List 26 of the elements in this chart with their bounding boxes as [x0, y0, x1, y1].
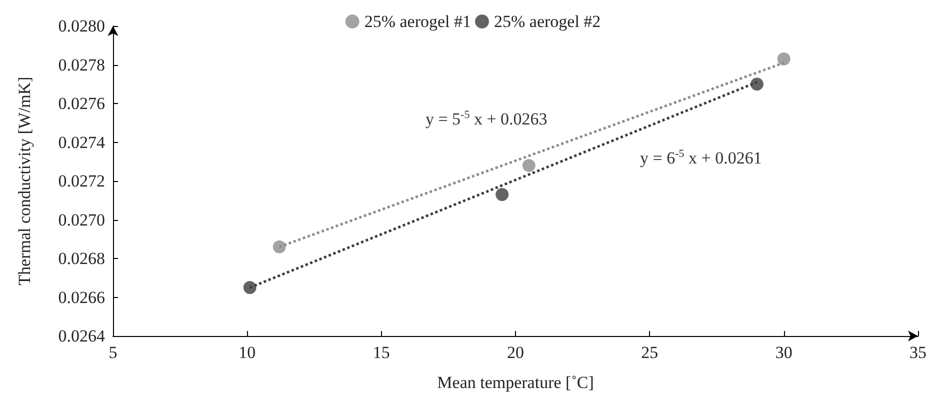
x-tick-label: 5	[108, 343, 118, 362]
point	[272, 240, 286, 254]
x-tick-label: 15	[372, 343, 390, 362]
point	[750, 78, 764, 91]
y-tick-label: 0.0278	[58, 55, 105, 74]
point	[777, 52, 790, 66]
y-tick-label: 0.0270	[58, 210, 105, 230]
point	[243, 281, 256, 294]
x-tick-label: 35	[910, 343, 926, 362]
point	[522, 159, 536, 172]
x-tick-label: 20	[507, 343, 524, 362]
x-tick-label: 25	[641, 343, 658, 362]
y-tick-label: 0.0272	[58, 172, 105, 190]
legend-label: 25% aerogel #1	[364, 12, 472, 31]
y-tick-label: 0.0264	[58, 326, 106, 346]
y-tick-label: 0.0266	[58, 288, 105, 307]
x-axis-title: Mean temperature [˚C]	[437, 373, 594, 392]
x-tick-label: 10	[238, 343, 256, 362]
y-tick-label: 0.0276	[58, 94, 105, 113]
point	[496, 188, 509, 202]
x-tick-label: 30	[775, 343, 792, 362]
y-axis-title: Thermal conductivity [W/mK]	[15, 76, 34, 286]
legend-label: 25% aerogel #2	[494, 12, 601, 31]
y-tick-label: 0.0274	[58, 132, 106, 152]
y-tick-label: 0.0280	[58, 16, 105, 36]
y-tick-label: 0.0268	[58, 249, 105, 268]
